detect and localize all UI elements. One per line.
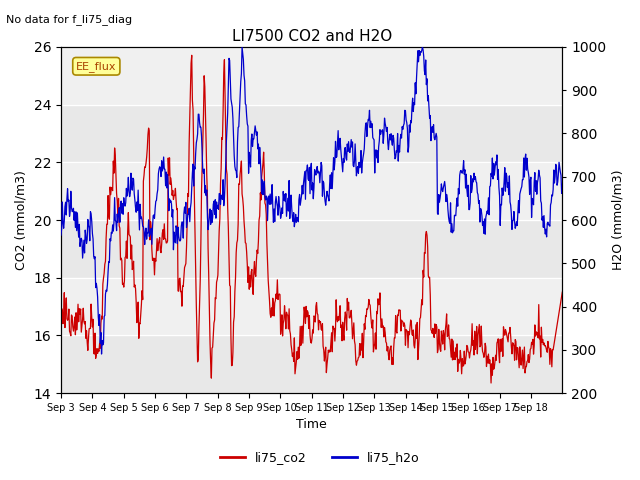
Bar [61, 220, 563, 278]
X-axis label: Time: Time [296, 419, 327, 432]
Legend: li75_co2, li75_h2o: li75_co2, li75_h2o [215, 446, 425, 469]
Y-axis label: H2O (mmol/m3): H2O (mmol/m3) [612, 170, 625, 270]
Text: No data for f_li75_diag: No data for f_li75_diag [6, 14, 132, 25]
Bar [61, 336, 563, 393]
Y-axis label: CO2 (mmol/m3): CO2 (mmol/m3) [15, 170, 28, 270]
Title: LI7500 CO2 and H2O: LI7500 CO2 and H2O [232, 29, 392, 44]
Text: EE_flux: EE_flux [76, 61, 116, 72]
Bar [61, 105, 563, 162]
